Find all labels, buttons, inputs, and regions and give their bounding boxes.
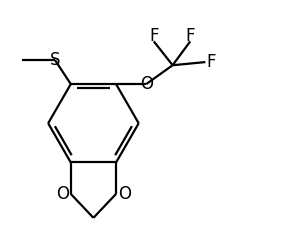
Text: O: O bbox=[56, 185, 69, 203]
Text: F: F bbox=[207, 53, 216, 71]
Text: O: O bbox=[140, 75, 153, 93]
Text: O: O bbox=[118, 185, 131, 203]
Text: F: F bbox=[149, 27, 158, 45]
Text: F: F bbox=[185, 27, 195, 45]
Text: S: S bbox=[50, 51, 60, 69]
